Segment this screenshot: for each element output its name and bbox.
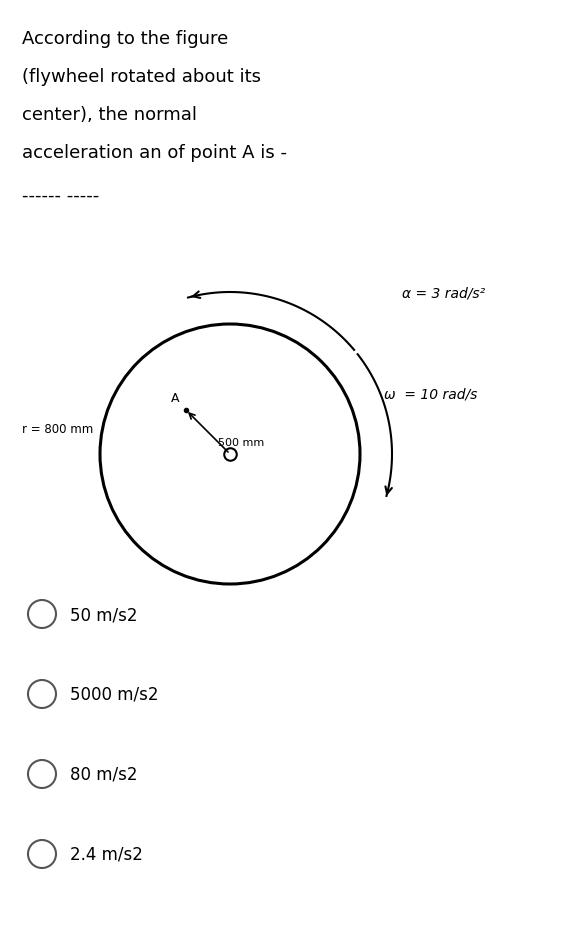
Text: ω  = 10 rad/s: ω = 10 rad/s	[384, 388, 477, 402]
Text: acceleration an of point A is -: acceleration an of point A is -	[22, 144, 287, 162]
Text: 5000 m/s2: 5000 m/s2	[70, 685, 158, 703]
Text: 80 m/s2: 80 m/s2	[70, 766, 138, 783]
Text: α = 3 rad/s²: α = 3 rad/s²	[402, 286, 485, 300]
Text: (flywheel rotated about its: (flywheel rotated about its	[22, 68, 261, 86]
Text: 500 mm: 500 mm	[218, 437, 264, 447]
Text: center), the normal: center), the normal	[22, 106, 197, 124]
Text: r = 800 mm: r = 800 mm	[22, 423, 93, 436]
Text: ------ -----: ------ -----	[22, 187, 99, 205]
Text: 2.4 m/s2: 2.4 m/s2	[70, 845, 143, 863]
Text: According to the figure: According to the figure	[22, 30, 228, 48]
Text: A: A	[171, 391, 180, 404]
Text: 50 m/s2: 50 m/s2	[70, 606, 138, 623]
